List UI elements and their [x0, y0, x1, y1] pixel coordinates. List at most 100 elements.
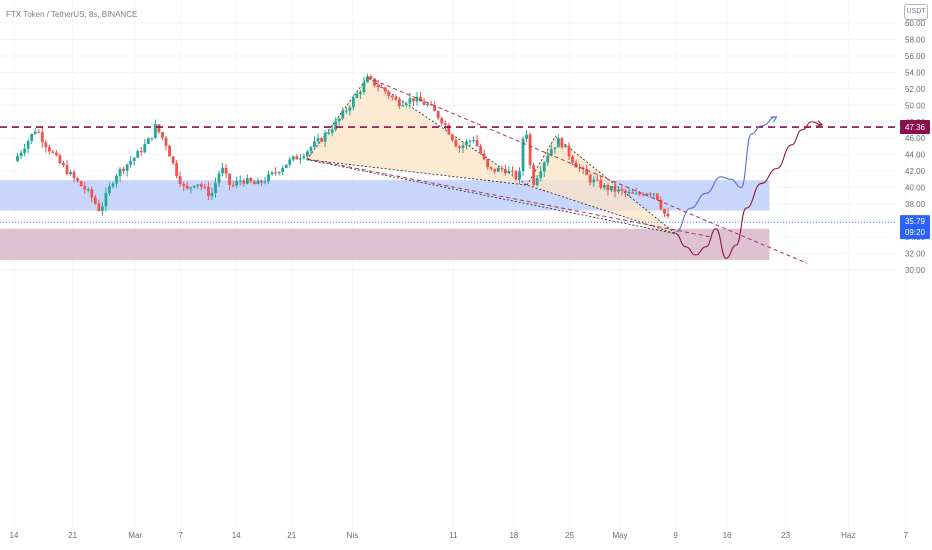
pattern-line-xd	[306, 159, 676, 235]
wedge-lower-line[interactable]	[306, 158, 711, 238]
candle-body	[252, 181, 256, 185]
candle-body	[69, 172, 72, 175]
candle-body	[196, 184, 200, 186]
time-tick-label: 11	[449, 531, 458, 540]
candle-body	[549, 149, 553, 156]
candle-body	[500, 167, 504, 169]
candle-body	[207, 186, 210, 197]
candle-body	[415, 96, 419, 102]
candle-body	[493, 168, 497, 172]
candle-body	[306, 151, 309, 157]
candle-body	[161, 132, 164, 138]
candle-body	[249, 177, 253, 182]
candle-body	[666, 213, 670, 217]
candle-body	[284, 164, 288, 169]
candle-body	[199, 184, 203, 187]
candle-body	[281, 168, 285, 173]
price-tick-label: 50.00	[905, 101, 926, 110]
price-tick-label: 46.00	[905, 134, 926, 143]
support-zone	[0, 228, 770, 260]
candle-body	[111, 183, 115, 187]
time-tick-label: 23	[781, 531, 790, 540]
time-tick-label: 7	[904, 531, 909, 540]
projection-path-red[interactable]	[675, 121, 823, 259]
candle-body	[90, 189, 94, 198]
candle-body	[44, 142, 48, 148]
candle-body	[539, 171, 543, 178]
candle-body	[518, 171, 521, 180]
candle-body	[51, 151, 55, 153]
candle-body	[433, 105, 437, 112]
candle-body	[337, 118, 341, 122]
candle-body	[316, 138, 320, 142]
price-tick-label: 38.00	[905, 200, 926, 209]
zones-layer	[0, 180, 770, 260]
candle-body	[429, 104, 433, 106]
candle-body	[486, 159, 490, 168]
candle-body	[532, 165, 536, 186]
candle-body	[136, 151, 140, 158]
candle-body	[397, 99, 401, 107]
candle-body	[348, 107, 352, 111]
candle-body	[585, 168, 589, 175]
candle-body	[37, 131, 41, 133]
candle-body	[376, 85, 380, 88]
resistance-price-label: 47.36	[905, 123, 926, 132]
candle-body	[210, 192, 214, 197]
price-tick-label: 56.00	[905, 52, 926, 61]
candle-body	[472, 140, 475, 142]
price-tick-label: 30.00	[905, 266, 926, 275]
candle-body	[62, 163, 65, 166]
candle-body	[359, 91, 362, 94]
time-tick-label: May	[612, 531, 627, 540]
currency-badge[interactable]: USDT	[904, 4, 928, 20]
wedge-upper-line[interactable]	[367, 76, 808, 264]
candle-body	[79, 181, 83, 187]
candle-body	[390, 95, 394, 98]
candle-body	[645, 193, 649, 196]
candle-body	[320, 138, 323, 142]
candle-body	[620, 189, 624, 191]
candle-body	[454, 140, 458, 147]
candle-body	[291, 156, 295, 160]
candle-body	[351, 97, 355, 108]
projection-path-blue[interactable]	[675, 116, 777, 233]
candle-body	[228, 173, 232, 185]
candle-body	[638, 193, 642, 195]
candle-body	[475, 140, 479, 147]
candle-body	[627, 192, 631, 194]
candle-body	[55, 152, 58, 156]
candle-body	[323, 133, 327, 142]
candle-body	[86, 189, 90, 191]
grid-layer	[0, 22, 897, 271]
candle-body	[408, 98, 412, 104]
candle-body	[631, 192, 635, 194]
candle-body	[72, 172, 76, 179]
price-tick-label: 42.00	[905, 167, 926, 176]
time-axis[interactable]: 14 21 Mar 7 14 21 Nis 11 18 25 May 9 16 23 Haz 7	[10, 531, 909, 540]
candle-body	[33, 131, 37, 134]
candle-body	[115, 175, 118, 184]
candle-body	[263, 181, 267, 183]
candle-body	[617, 189, 620, 192]
candle-body	[422, 101, 426, 105]
price-labels: 47.36 35.79 09:20	[900, 120, 930, 240]
candle-body	[479, 146, 483, 154]
candle-body	[189, 187, 193, 189]
candle-body	[65, 165, 69, 175]
candle-body	[546, 155, 550, 163]
resistance-price-badge	[900, 120, 930, 135]
candle-body	[154, 124, 157, 138]
time-tick-label: 16	[723, 531, 732, 540]
candle-body	[238, 180, 242, 182]
candle-body	[168, 145, 171, 157]
candle-body	[270, 172, 274, 175]
candle-body	[104, 192, 108, 207]
candle-body	[344, 110, 348, 112]
candle-body	[242, 180, 246, 184]
candle-body	[613, 186, 617, 192]
candle-body	[108, 186, 111, 193]
candle-body	[150, 137, 154, 139]
candle-body	[511, 170, 514, 172]
